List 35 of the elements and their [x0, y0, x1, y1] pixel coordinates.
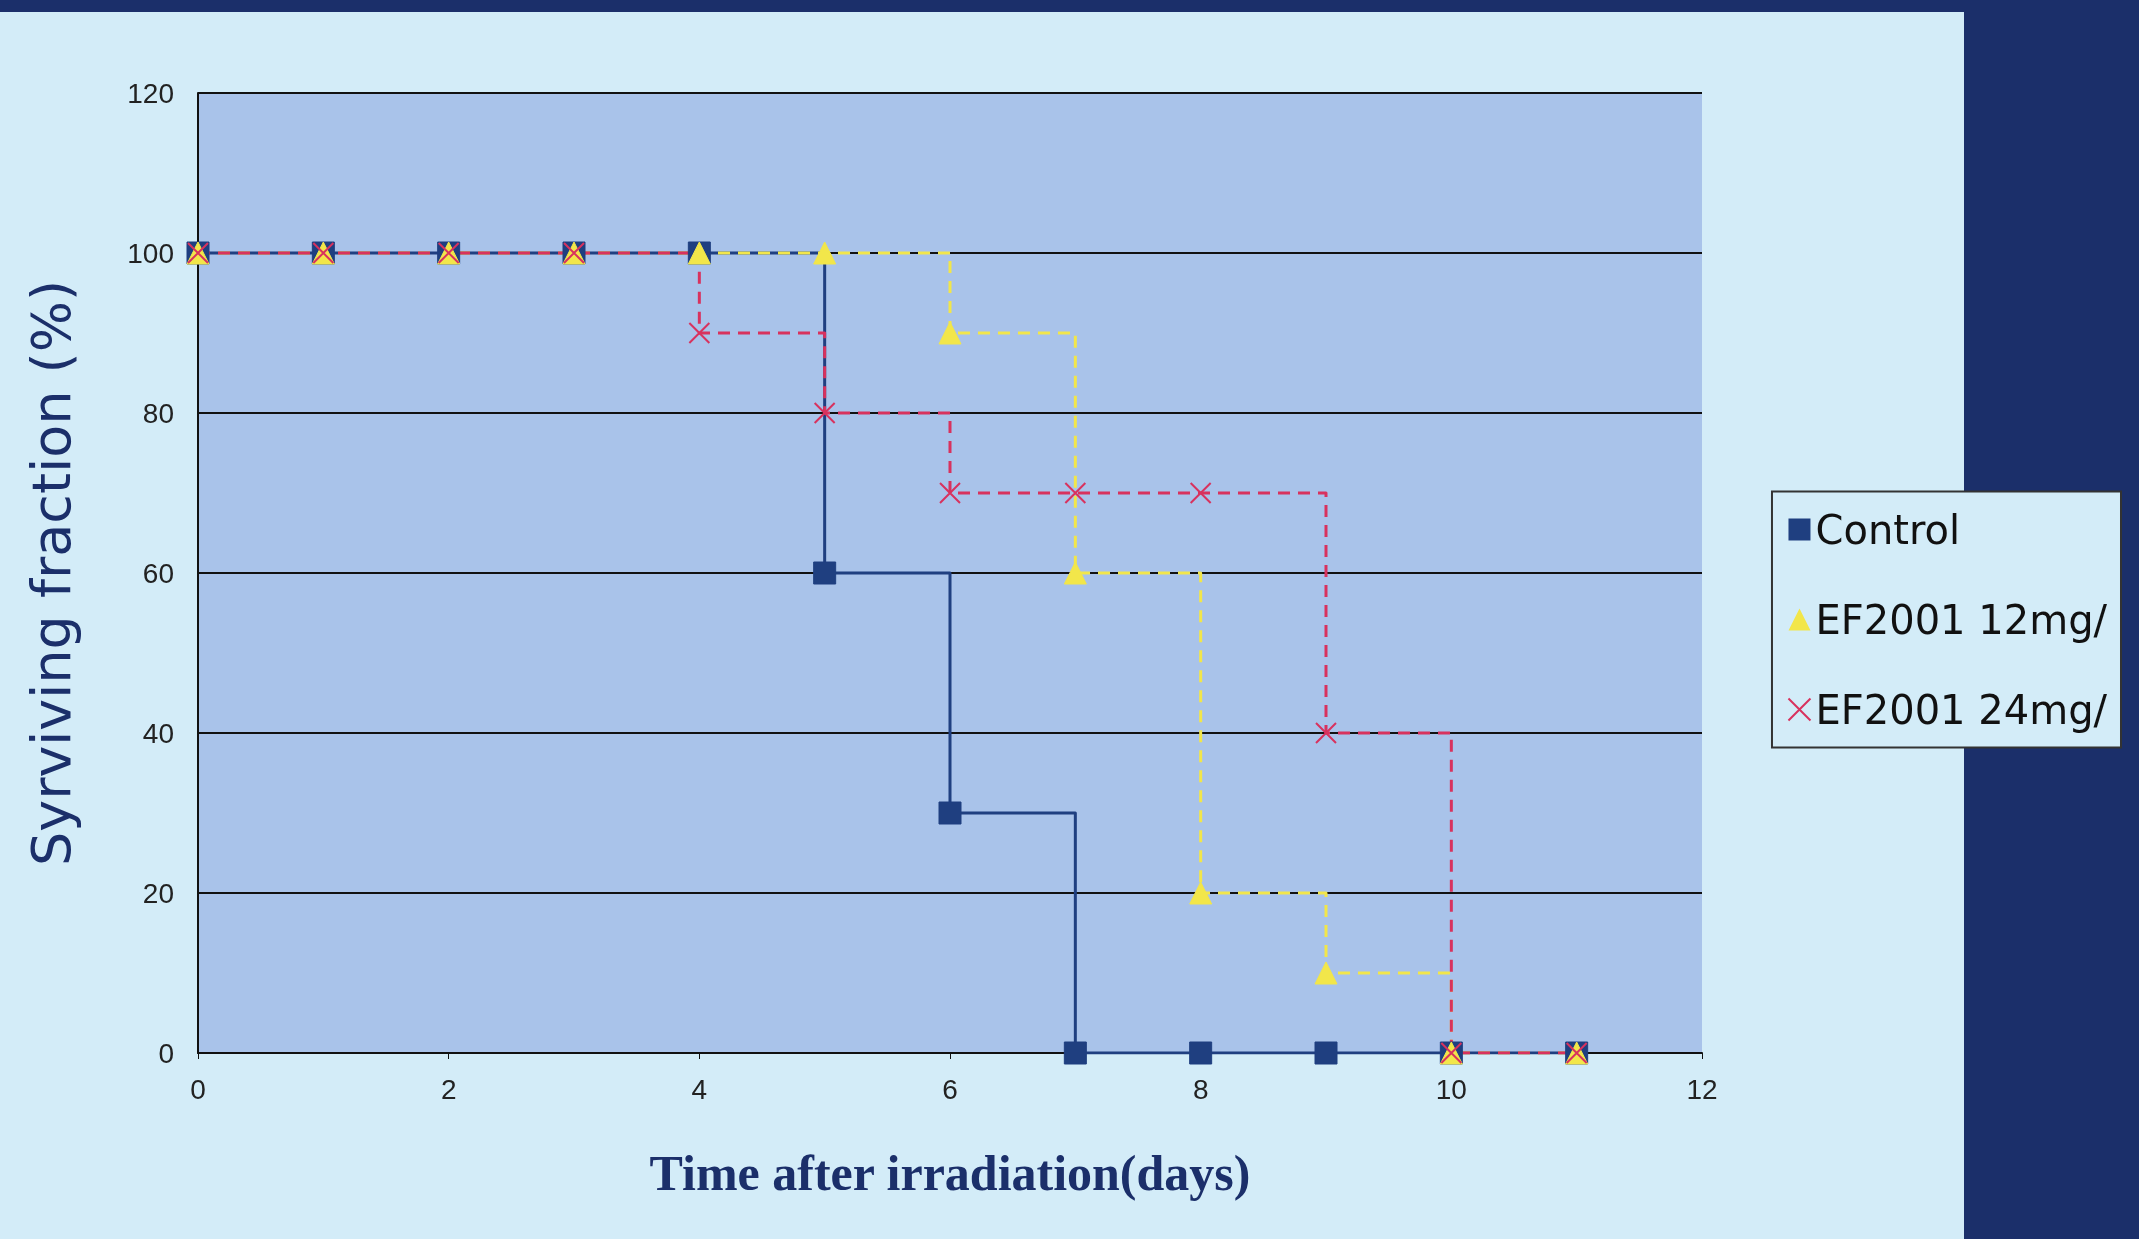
x-tick-label: 10 [1435, 1073, 1467, 1105]
point [1063, 1041, 1087, 1065]
legend-label: EF2001 24mg/ [1815, 686, 2108, 733]
legend-label: Control [1815, 506, 1961, 553]
point [813, 561, 837, 585]
x-tick-label: 8 [1192, 1073, 1209, 1105]
x-tick-label: 4 [691, 1073, 708, 1105]
legend-label: EF2001 12mg/ [1815, 596, 2108, 643]
x-axis-title: Time after irradiation(days) [649, 1145, 1251, 1201]
point [1189, 482, 1212, 504]
y-tick-label: 120 [127, 77, 174, 109]
y-tick-label: 60 [142, 557, 174, 589]
point [1314, 1041, 1338, 1065]
point [813, 241, 837, 265]
point [1314, 961, 1338, 985]
y-tick-label: 20 [142, 877, 174, 909]
x-tick-label: 6 [942, 1073, 958, 1105]
point [1189, 881, 1213, 905]
point [1189, 1041, 1213, 1065]
point [1064, 482, 1087, 504]
x-tick-label: 2 [440, 1073, 457, 1105]
point [688, 322, 711, 344]
point [938, 801, 962, 825]
y-axis-title: Syrviving fraction (%) [19, 279, 83, 867]
x-tick-label: 12 [1686, 1073, 1718, 1105]
x-tick-label: 0 [190, 1073, 206, 1105]
point [813, 402, 836, 424]
point [1063, 561, 1087, 585]
point [939, 482, 961, 504]
y-tick-label: 40 [142, 717, 174, 749]
point [1315, 722, 1337, 744]
y-tick-label: 0 [158, 1037, 174, 1069]
point [938, 321, 962, 345]
y-tick-label: 100 [127, 237, 174, 269]
y-tick-label: 80 [142, 397, 174, 429]
